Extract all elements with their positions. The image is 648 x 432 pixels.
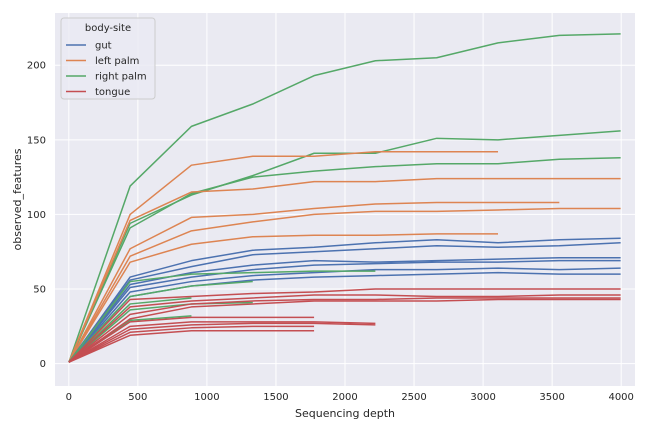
series-line-tongue [68, 322, 376, 363]
series-line-tongue [68, 316, 315, 363]
series-line-right-palm [68, 270, 376, 363]
y-axis-label: observed_features [11, 148, 24, 250]
series-line-left-palm [68, 233, 499, 363]
x-tick-label: 2000 [332, 392, 357, 403]
series-line-tongue [68, 321, 376, 363]
series-line-right-palm [68, 33, 621, 363]
series-line-gut [68, 259, 621, 363]
x-tick-label: 4000 [608, 392, 633, 403]
x-tick-label: 500 [128, 392, 147, 403]
legend: body-site gut left palm right palm tongue [60, 17, 156, 100]
legend-label-right-palm: right palm [95, 72, 147, 83]
series-line-tongue [68, 297, 621, 363]
x-tick-label: 3500 [539, 392, 564, 403]
legend-title: body-site [85, 23, 131, 34]
series-line-right-palm [68, 280, 253, 363]
series-line-tongue [68, 294, 621, 363]
x-tick-label: 1500 [263, 392, 288, 403]
series-line-left-palm [68, 177, 621, 363]
series-line-tongue [68, 298, 621, 363]
x-tick-label: 2500 [401, 392, 426, 403]
x-tick-label: 1000 [194, 392, 219, 403]
series-line-left-palm [68, 207, 621, 363]
series-line-gut [68, 242, 621, 363]
x-axis-label: Sequencing depth [295, 407, 395, 420]
x-tick-label: 0 [66, 392, 72, 403]
series-line-tongue [68, 325, 315, 363]
y-tick-labels: 0 50 100 150 200 [27, 61, 46, 370]
legend-frame [60, 17, 156, 100]
y-tick-label: 200 [27, 61, 46, 72]
y-tick-label: 0 [40, 359, 46, 370]
series-line-gut [68, 237, 621, 363]
y-tick-label: 150 [27, 135, 46, 146]
y-tick-label: 100 [27, 210, 46, 221]
series-lines [68, 33, 621, 363]
series-line-tongue [68, 288, 621, 363]
legend-label-gut: gut [95, 41, 112, 52]
legend-label-left-palm: left palm [95, 56, 139, 67]
series-line-left-palm [68, 201, 560, 363]
series-line-tongue [68, 330, 315, 363]
series-line-left-palm [68, 151, 499, 363]
y-tick-label: 50 [33, 285, 46, 296]
x-tick-label: 3000 [470, 392, 495, 403]
x-tick-labels: 0 500 1000 1500 2000 2500 3000 3500 4000 [66, 392, 634, 403]
series-line-right-palm [68, 156, 621, 363]
legend-label-tongue: tongue [95, 87, 130, 98]
